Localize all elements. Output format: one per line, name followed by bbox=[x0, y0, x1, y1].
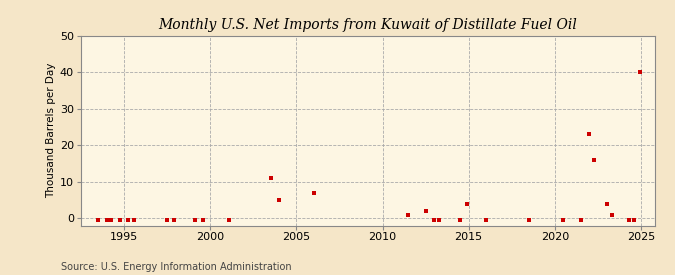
Point bbox=[429, 218, 439, 222]
Point bbox=[601, 201, 612, 206]
Point bbox=[589, 158, 600, 162]
Point bbox=[224, 218, 235, 222]
Point bbox=[169, 218, 180, 222]
Point bbox=[434, 218, 445, 222]
Point bbox=[558, 218, 569, 222]
Point bbox=[308, 191, 319, 195]
Point bbox=[122, 218, 133, 222]
Point bbox=[162, 218, 173, 222]
Point bbox=[274, 198, 285, 202]
Point bbox=[93, 218, 104, 222]
Point bbox=[101, 218, 112, 222]
Y-axis label: Thousand Barrels per Day: Thousand Barrels per Day bbox=[46, 63, 56, 198]
Point bbox=[628, 218, 639, 222]
Point bbox=[189, 218, 200, 222]
Point bbox=[575, 218, 586, 222]
Point bbox=[624, 218, 634, 222]
Point bbox=[634, 70, 645, 75]
Title: Monthly U.S. Net Imports from Kuwait of Distillate Fuel Oil: Monthly U.S. Net Imports from Kuwait of … bbox=[159, 18, 577, 32]
Point bbox=[606, 212, 617, 217]
Point bbox=[265, 176, 276, 180]
Point bbox=[114, 218, 125, 222]
Point bbox=[584, 132, 595, 136]
Point bbox=[421, 209, 431, 213]
Text: Source: U.S. Energy Information Administration: Source: U.S. Energy Information Administ… bbox=[61, 262, 292, 272]
Point bbox=[462, 201, 472, 206]
Point bbox=[129, 218, 140, 222]
Point bbox=[481, 218, 491, 222]
Point bbox=[198, 218, 209, 222]
Point bbox=[455, 218, 466, 222]
Point bbox=[524, 218, 535, 222]
Point bbox=[106, 218, 117, 222]
Point bbox=[403, 212, 414, 217]
